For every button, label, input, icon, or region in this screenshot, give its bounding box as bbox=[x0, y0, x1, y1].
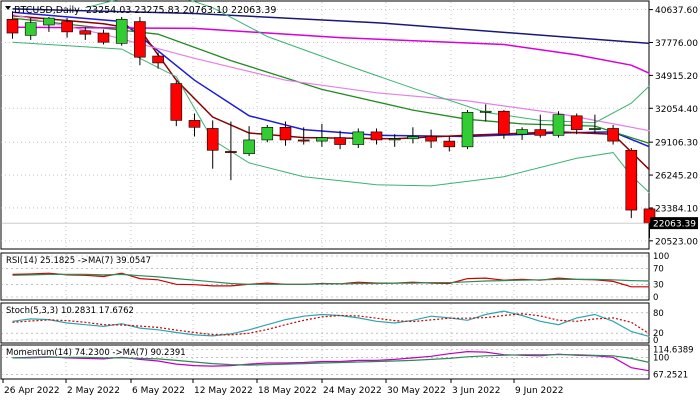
overlay-line-pink-ma bbox=[12, 14, 650, 132]
candle-body bbox=[516, 129, 528, 135]
candle-body bbox=[625, 149, 638, 211]
rsi-level-label: 0 bbox=[653, 293, 658, 303]
candle-body bbox=[425, 136, 437, 142]
candle-body bbox=[479, 110, 492, 113]
stoch-label: Stoch(5,3,3) 10.2831 17.6762 bbox=[6, 306, 134, 316]
symbol-title: BTCUSD,Daily bbox=[14, 5, 80, 16]
last-price-label: 22063.39 bbox=[653, 220, 696, 230]
candle-body bbox=[279, 126, 292, 141]
momentum-level-label: 114.6389 bbox=[653, 346, 694, 356]
chart-header: BTCUSD,Daily 23254.03 23275.83 20763.10 … bbox=[5, 5, 276, 16]
candle-body bbox=[79, 30, 92, 35]
stoch-d-line bbox=[12, 313, 650, 336]
candle-body bbox=[334, 137, 346, 145]
stoch-level-label: 80 bbox=[653, 309, 664, 319]
rsi-label: RSI(14) 25.1825 ->MA(7) 39.0547 bbox=[6, 256, 151, 266]
candle-body bbox=[552, 114, 565, 136]
moving-averages bbox=[12, 0, 651, 194]
overlay-line-magenta-ma bbox=[12, 26, 650, 74]
indicator-lines bbox=[12, 272, 650, 372]
symbol-arrow-icon bbox=[5, 6, 11, 10]
candle-body bbox=[225, 151, 237, 153]
overlay-line-navy-ma bbox=[12, 8, 650, 45]
candle-body bbox=[407, 136, 419, 140]
overlay-line-bb-lower bbox=[12, 41, 650, 194]
candle-body bbox=[297, 139, 310, 142]
date-tick-label: 9 Jun 2022 bbox=[515, 386, 563, 396]
overlay-line-green-ma bbox=[12, 17, 650, 145]
price-tick-label: 20523.00 bbox=[655, 237, 698, 247]
momentum-level-label: 100 bbox=[653, 353, 669, 363]
price-tick-label: 40637.60 bbox=[655, 6, 698, 16]
candle-body bbox=[6, 18, 19, 34]
momentum-level-label: 67.2521 bbox=[653, 370, 688, 380]
grid-layer bbox=[1, 2, 649, 378]
date-tick-label: 18 May 2022 bbox=[258, 386, 317, 396]
date-tick-label: 26 Apr 2022 bbox=[4, 386, 60, 396]
momentum-ma-line bbox=[12, 354, 650, 366]
price-tick-label: 26245.20 bbox=[655, 172, 698, 182]
date-tick-label: 24 May 2022 bbox=[323, 386, 382, 396]
candle-body bbox=[43, 17, 55, 26]
candle-body bbox=[498, 110, 510, 135]
stoch-k-line bbox=[12, 310, 650, 338]
stoch-level-label: 20 bbox=[653, 329, 664, 339]
candle-body bbox=[243, 139, 255, 155]
candle-body bbox=[589, 128, 601, 130]
candle-body bbox=[170, 83, 183, 121]
rsi-level-label: 70 bbox=[653, 264, 664, 274]
rsi-level-label: 100 bbox=[653, 252, 669, 262]
candle-body bbox=[643, 208, 656, 224]
price-tick-label: 34915.20 bbox=[655, 72, 698, 82]
candle-body bbox=[261, 126, 274, 141]
overlay-line-bb-upper bbox=[85, 0, 650, 124]
rsi-level-label: 30 bbox=[653, 281, 664, 291]
price-tick-label: 29106.30 bbox=[655, 139, 698, 149]
candle-body bbox=[134, 21, 146, 58]
candle-body bbox=[607, 128, 619, 142]
stoch-panel-frame bbox=[0, 302, 650, 344]
candle-body bbox=[97, 32, 110, 43]
rsi-panel-frame bbox=[0, 252, 650, 301]
stoch-level-label: 0 bbox=[653, 336, 658, 346]
last-price-box bbox=[650, 217, 698, 230]
main-panel-frame bbox=[0, 0, 650, 250]
date-tick-label: 2 May 2022 bbox=[67, 386, 120, 396]
momentum-label: Momentum(14) 74.2300 ->MA(7) 90.2391 bbox=[6, 348, 186, 358]
date-tick-label: 12 May 2022 bbox=[194, 386, 253, 396]
candle-body bbox=[316, 137, 328, 142]
price-tick-label: 32054.40 bbox=[655, 105, 698, 115]
candle-body bbox=[188, 120, 201, 128]
ohlc-values: 23254.03 23275.83 20763.10 22063.39 bbox=[86, 5, 276, 16]
candle-body bbox=[570, 115, 583, 130]
candle-body bbox=[534, 129, 547, 136]
candle-body bbox=[115, 18, 128, 44]
candlesticks bbox=[6, 11, 656, 239]
date-tick-label: 6 May 2022 bbox=[132, 386, 185, 396]
axis-labels: 40637.60 37776.00 34915.20 32054.40 29106.30… bbox=[1, 6, 698, 396]
candle-body bbox=[443, 140, 456, 148]
candle-body bbox=[352, 131, 365, 145]
date-tick-label: 30 May 2022 bbox=[387, 386, 446, 396]
price-tick-label: 23384.10 bbox=[655, 204, 698, 214]
candle-body bbox=[370, 131, 383, 141]
date-tick-label: 3 Jun 2022 bbox=[452, 386, 500, 396]
candle-body bbox=[24, 22, 37, 36]
candle-body bbox=[206, 128, 219, 151]
candle-body bbox=[152, 55, 164, 64]
price-tick-label: 37776.00 bbox=[655, 39, 698, 49]
candle-body bbox=[61, 21, 73, 33]
rsi-ma-line bbox=[12, 273, 650, 285]
candle-body bbox=[388, 138, 401, 141]
candle-body bbox=[461, 112, 474, 148]
